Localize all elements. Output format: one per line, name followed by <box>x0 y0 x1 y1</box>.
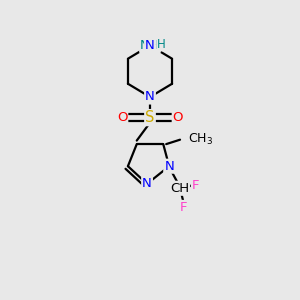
Text: N: N <box>164 160 174 173</box>
Text: N: N <box>145 91 155 103</box>
Text: S: S <box>145 110 155 125</box>
Text: F: F <box>180 201 188 214</box>
Text: O: O <box>117 111 127 124</box>
Text: CH: CH <box>170 182 189 195</box>
Text: F: F <box>192 179 200 192</box>
Text: NH: NH <box>140 39 160 52</box>
Text: O: O <box>173 111 183 124</box>
Text: N: N <box>142 177 152 190</box>
Text: CH$_3$: CH$_3$ <box>188 132 213 147</box>
Text: H: H <box>157 38 165 51</box>
Text: N: N <box>145 39 155 52</box>
